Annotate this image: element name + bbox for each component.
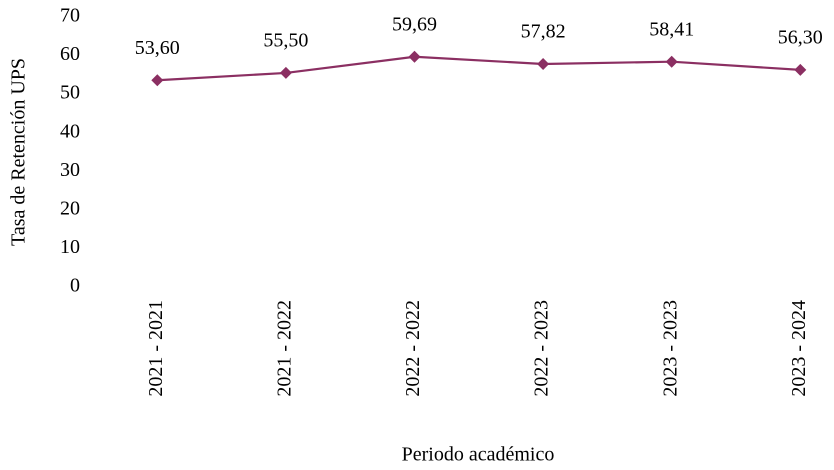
y-tick-label: 70 [60,5,80,27]
data-label: 53,60 [135,37,180,59]
data-label: 55,50 [263,30,308,52]
marker [794,63,807,76]
marker [537,57,550,70]
y-tick-label: 30 [60,159,80,181]
y-tick-label: 60 [60,43,80,65]
marker [279,66,292,79]
x-tick-label: 2021 - 2022 [273,300,295,397]
data-label: 58,41 [649,18,694,40]
data-label: 57,82 [521,21,566,43]
data-label: 56,30 [778,26,823,48]
x-tick-label: 2023 - 2024 [788,300,810,397]
y-tick-label: 10 [60,236,80,258]
y-tick-label: 0 [70,275,80,297]
marker [408,50,421,63]
y-axis-title: Tasa de Retención UPS [8,58,30,246]
x-tick-label: 2021 - 2021 [145,300,167,397]
y-tick-label: 50 [60,82,80,104]
y-tick-label: 40 [60,120,80,142]
x-tick-label: 2023 - 2023 [659,300,681,397]
marker [151,74,164,87]
x-tick-label: 2022 - 2022 [402,300,424,397]
y-tick-label: 20 [60,197,80,219]
line [157,55,801,82]
x-axis-title: Periodo académico [402,444,555,466]
data-label: 59,69 [392,13,437,35]
x-tick-label: 2022 - 2023 [531,300,553,397]
marker [665,55,678,68]
